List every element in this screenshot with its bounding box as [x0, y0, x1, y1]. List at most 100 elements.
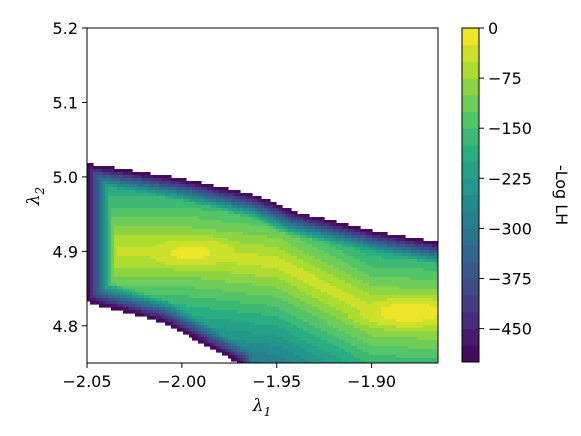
contour-cell — [339, 328, 343, 332]
contour-cell — [156, 229, 160, 233]
contour-cell — [150, 214, 154, 218]
contour-cell — [384, 274, 388, 278]
contour-cell — [273, 220, 277, 224]
contour-cell — [390, 289, 394, 293]
contour-cell — [99, 223, 103, 227]
contour-cell — [150, 250, 154, 254]
contour-cell — [273, 262, 277, 266]
contour-cell — [414, 241, 418, 245]
contour-cell — [312, 241, 316, 245]
contour-cell — [180, 298, 184, 302]
contour-cell — [105, 283, 109, 287]
contour-cell — [156, 226, 160, 230]
contour-cell — [171, 259, 175, 263]
contour-cell — [204, 199, 208, 203]
contour-cell — [258, 220, 262, 224]
contour-cell — [420, 277, 424, 281]
contour-cell — [180, 187, 184, 191]
contour-cell — [177, 223, 181, 227]
contour-cell — [348, 307, 352, 311]
contour-cell — [282, 328, 286, 332]
contour-cell — [117, 307, 121, 311]
contour-cell — [321, 265, 325, 269]
contour-cell — [213, 274, 217, 278]
contour-cell — [120, 271, 124, 275]
contour-cell — [357, 259, 361, 263]
contour-cell — [135, 304, 139, 308]
contour-cell — [321, 274, 325, 278]
contour-cell — [240, 319, 244, 323]
contour-cell — [105, 253, 109, 257]
contour-cell — [297, 247, 301, 251]
contour-cell — [279, 241, 283, 245]
contour-cell — [138, 199, 142, 203]
contour-cell — [135, 184, 139, 188]
contour-cell — [261, 304, 265, 308]
contour-cell — [147, 238, 151, 242]
contour-cell — [204, 274, 208, 278]
contour-cell — [363, 310, 367, 314]
contour-cell — [180, 265, 184, 269]
contour-cell — [249, 331, 253, 335]
contour-cell — [132, 202, 136, 206]
contour-cell — [411, 286, 415, 290]
contour-cell — [216, 310, 220, 314]
contour-cell — [96, 265, 100, 269]
contour-cell — [282, 280, 286, 284]
contour-cell — [423, 277, 427, 281]
contour-cell — [429, 316, 433, 320]
contour-cell — [165, 322, 169, 326]
contour-cell — [99, 280, 103, 284]
contour-cell — [180, 205, 184, 209]
contour-cell — [237, 208, 241, 212]
contour-cell — [135, 211, 139, 215]
contour-cell — [276, 280, 280, 284]
contour-cell — [432, 307, 436, 311]
contour-cell — [381, 298, 385, 302]
contour-cell — [399, 250, 403, 254]
contour-cell — [294, 289, 298, 293]
contour-cell — [144, 268, 148, 272]
contour-cell — [435, 331, 438, 335]
contour-cell — [264, 268, 268, 272]
contour-cell — [294, 307, 298, 311]
contour-cell — [210, 268, 214, 272]
contour-cell — [120, 304, 124, 308]
contour-cell — [189, 277, 193, 281]
contour-cell — [378, 256, 382, 260]
contour-cell — [114, 268, 118, 272]
contour-cell — [288, 220, 292, 224]
contour-cell — [141, 190, 145, 194]
contour-cell — [129, 289, 133, 293]
contour-cell — [315, 241, 319, 245]
contour-cell — [243, 301, 247, 305]
contour-cell — [234, 268, 238, 272]
contour-cell — [270, 247, 274, 251]
contour-cell — [297, 322, 301, 326]
contour-cell — [225, 208, 229, 212]
contour-cell — [426, 274, 430, 278]
contour-cell — [90, 262, 94, 266]
contour-cell — [270, 241, 274, 245]
contour-cell — [312, 289, 316, 293]
contour-cell — [93, 292, 97, 296]
contour-cell — [267, 220, 271, 224]
contour-cell — [141, 235, 145, 239]
contour-cell — [249, 304, 253, 308]
contour-cell — [228, 313, 232, 317]
contour-cell — [144, 295, 148, 299]
contour-cell — [132, 187, 136, 191]
contour-cell — [186, 211, 190, 215]
contour-cell — [228, 223, 232, 227]
contour-cell — [129, 271, 133, 275]
contour-cell — [255, 322, 259, 326]
contour-cell — [219, 193, 223, 197]
contour-cell — [87, 214, 91, 218]
contour-cell — [333, 262, 337, 266]
contour-cell — [282, 295, 286, 299]
contour-cell — [324, 277, 328, 281]
contour-cell — [231, 328, 235, 332]
contour-cell — [156, 235, 160, 239]
contour-cell — [186, 313, 190, 317]
contour-cell — [396, 328, 400, 332]
